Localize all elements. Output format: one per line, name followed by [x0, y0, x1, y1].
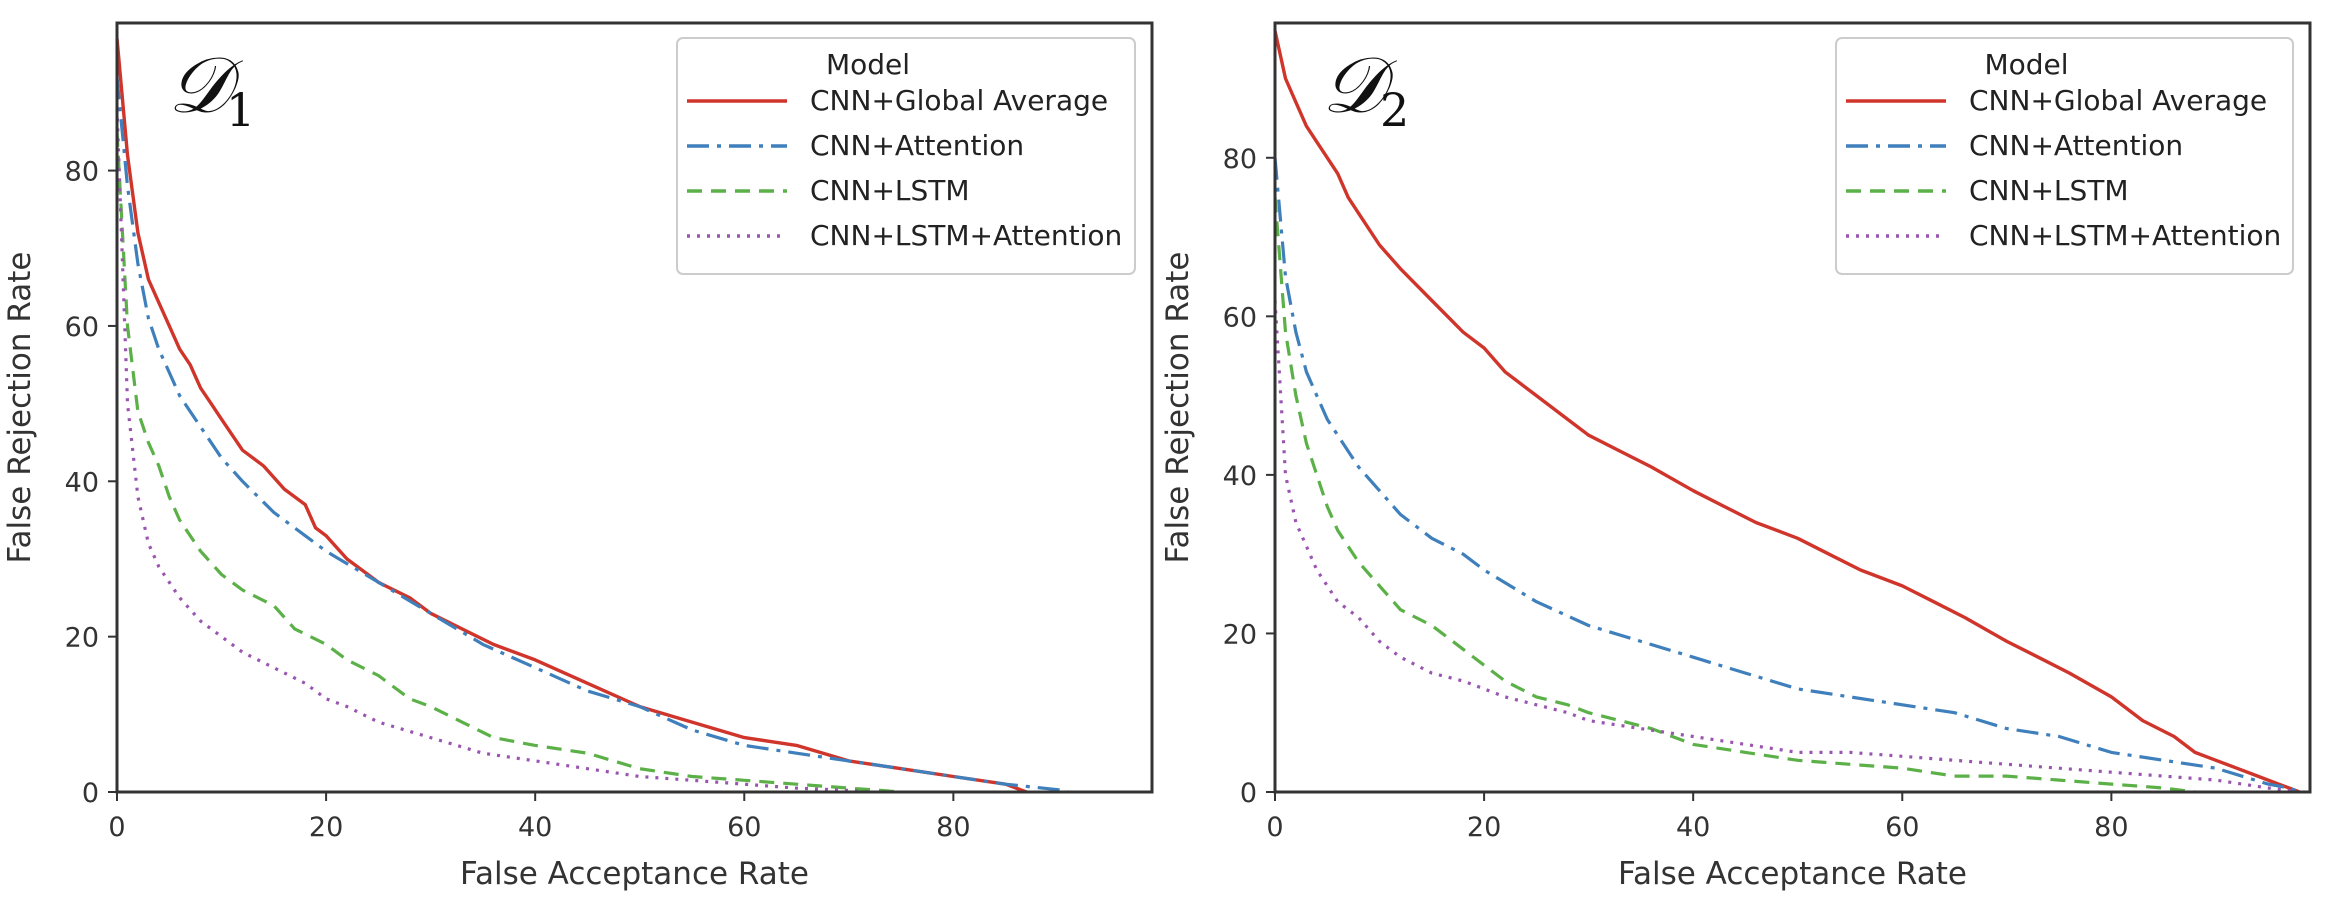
x-axis-label: False Acceptance Rate [1618, 856, 1967, 892]
legend-label: CNN+LSTM [810, 174, 970, 207]
series-line-cnn-global-average [1275, 30, 2301, 792]
legend-label: CNN+Global Average [1969, 84, 2267, 117]
panel-title-subscript: 2 [1380, 83, 1409, 137]
series-line-cnn-attention [117, 77, 1069, 792]
y-tick-label: 0 [82, 778, 99, 809]
x-tick-label: 80 [936, 812, 970, 843]
x-tick-label: 20 [309, 812, 343, 843]
legend-label: CNN+LSTM+Attention [810, 219, 1122, 252]
series-line-cnn-attention [1275, 157, 2301, 792]
legend-label: CNN+LSTM [1969, 174, 2129, 207]
series-line-cnn-lstm [1275, 197, 2196, 792]
y-tick-label: 20 [1223, 619, 1257, 650]
legend-label: CNN+Attention [1969, 129, 2183, 162]
legend-title: Model [826, 48, 910, 81]
series-line-cnn-global-average [117, 38, 1028, 792]
x-tick-label: 60 [1885, 812, 1919, 843]
series-group [117, 38, 1069, 792]
series-line-cnn-lstm-attention [1275, 300, 2300, 792]
legend-label: CNN+Attention [810, 129, 1024, 162]
legend-label: CNN+Global Average [810, 84, 1108, 117]
y-tick-label: 60 [65, 312, 99, 343]
y-axis-label: False Rejection Rate [1160, 252, 1196, 564]
x-tick-label: 0 [108, 812, 125, 843]
series-line-cnn-lstm [117, 131, 902, 792]
y-axis-label: False Rejection Rate [2, 252, 38, 564]
legend-title: Model [1984, 48, 2068, 81]
series-group [1275, 30, 2301, 792]
legend-label: CNN+LSTM+Attention [1969, 219, 2281, 252]
y-tick-label: 60 [1223, 302, 1257, 333]
x-tick-label: 40 [1676, 812, 1710, 843]
y-tick-label: 20 [65, 623, 99, 654]
y-tick-label: 80 [65, 157, 99, 188]
x-tick-label: 0 [1266, 812, 1283, 843]
plot-frame [115, 21, 1154, 794]
panel-d1: 0 20 40 60 80 0 20 40 60 80 False Acceptance Rate F… [2, 21, 1154, 892]
x-tick-label: 80 [2094, 812, 2128, 843]
y-tick-label: 40 [65, 467, 99, 498]
x-tick-label: 20 [1467, 812, 1501, 843]
x-axis-label: False Acceptance Rate [460, 856, 809, 892]
panel-d2: 0 20 40 60 80 0 20 40 60 80 False Acceptance Rate F… [1160, 21, 2312, 892]
series-line-cnn-lstm-attention [117, 108, 870, 792]
y-tick-label: 0 [1240, 778, 1257, 809]
panel-title-subscript: 1 [226, 83, 255, 137]
y-tick-label: 80 [1223, 144, 1257, 175]
x-tick-label: 60 [727, 812, 761, 843]
y-tick-label: 40 [1223, 461, 1257, 492]
plot-frame [1273, 21, 2312, 794]
legend-box [1835, 37, 2294, 275]
legend-box [676, 37, 1136, 275]
x-tick-label: 40 [518, 812, 552, 843]
